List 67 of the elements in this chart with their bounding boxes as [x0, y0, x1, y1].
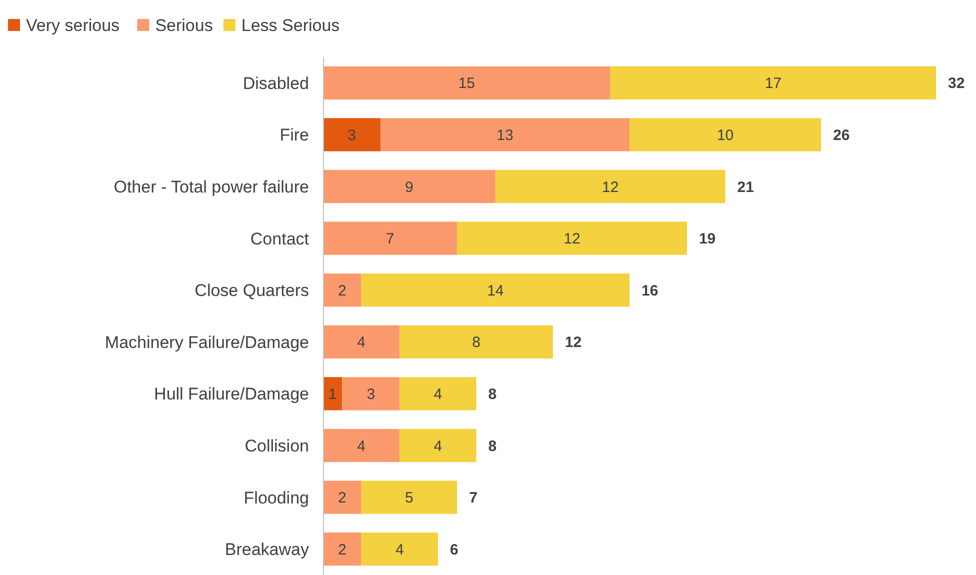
data-label: 7 — [386, 230, 394, 248]
data-label: 2 — [338, 541, 346, 558]
bar — [610, 66, 936, 100]
data-label: 14 — [487, 282, 504, 300]
data-label: 10 — [716, 126, 734, 144]
data-label: 4 — [357, 438, 366, 455]
data-label: 4 — [434, 386, 442, 403]
bar — [400, 325, 553, 358]
legend-label: Less Serious — [241, 16, 340, 35]
bar — [323, 170, 496, 204]
data-label: 3 — [366, 386, 376, 403]
bar — [323, 428, 400, 462]
data-label: 15 — [458, 75, 476, 92]
data-label: 4 — [434, 438, 442, 455]
data-label: 9 — [405, 178, 414, 196]
data-label: 12 — [602, 178, 619, 196]
data-label: 4 — [395, 541, 404, 558]
y-tick-label: Fire — [280, 126, 309, 145]
bar — [361, 480, 458, 514]
total-label: 6 — [450, 541, 458, 558]
data-label: 5 — [405, 490, 414, 507]
total-label: 7 — [469, 490, 478, 507]
total-label: 8 — [488, 386, 497, 403]
data-label: 8 — [472, 334, 480, 352]
bar — [361, 274, 630, 307]
total-label: 16 — [642, 282, 658, 300]
bar — [323, 325, 400, 358]
y-tick-label: Other - Total power failure — [114, 177, 309, 196]
bar — [342, 377, 400, 410]
y-tick-label: Contact — [250, 229, 310, 248]
y-tick-label: Collision — [244, 436, 309, 456]
total-label: 8 — [488, 438, 497, 455]
bar — [400, 428, 476, 462]
data-label: 12 — [564, 230, 580, 248]
data-label: 13 — [496, 126, 514, 144]
legend-label: Very serious — [26, 16, 120, 35]
y-tick-label: Flooding — [244, 488, 309, 508]
data-label: 2 — [338, 282, 346, 300]
y-tick-label: Close Quarters — [194, 281, 309, 300]
total-label: 12 — [564, 334, 582, 352]
legend-label: Serious — [155, 16, 213, 35]
bar — [323, 480, 362, 514]
data-label: 3 — [348, 126, 356, 144]
bar — [457, 222, 687, 255]
data-label: 4 — [357, 334, 366, 352]
bar — [323, 274, 362, 307]
total-label: 32 — [948, 75, 965, 92]
bar — [380, 118, 630, 152]
bar — [361, 532, 438, 566]
y-tick-label: Disabled — [242, 74, 309, 93]
total-label: 21 — [737, 178, 754, 196]
y-tick-label: Hull Failure/Damage — [154, 384, 309, 404]
bar — [400, 377, 476, 410]
bar — [323, 118, 380, 152]
data-label: 17 — [764, 75, 782, 92]
data-label: 2 — [338, 490, 346, 507]
bar — [323, 222, 458, 255]
total-label: 19 — [698, 230, 716, 248]
bar — [323, 66, 610, 100]
y-tick-label: Machinery Failure/Damage — [104, 332, 309, 352]
bar — [495, 170, 726, 204]
data-label: 1 — [328, 386, 337, 403]
bar — [323, 377, 342, 410]
bar — [323, 532, 362, 566]
total-label: 26 — [833, 126, 850, 144]
y-tick-label: Breakaway — [224, 540, 310, 560]
bar — [630, 118, 822, 152]
